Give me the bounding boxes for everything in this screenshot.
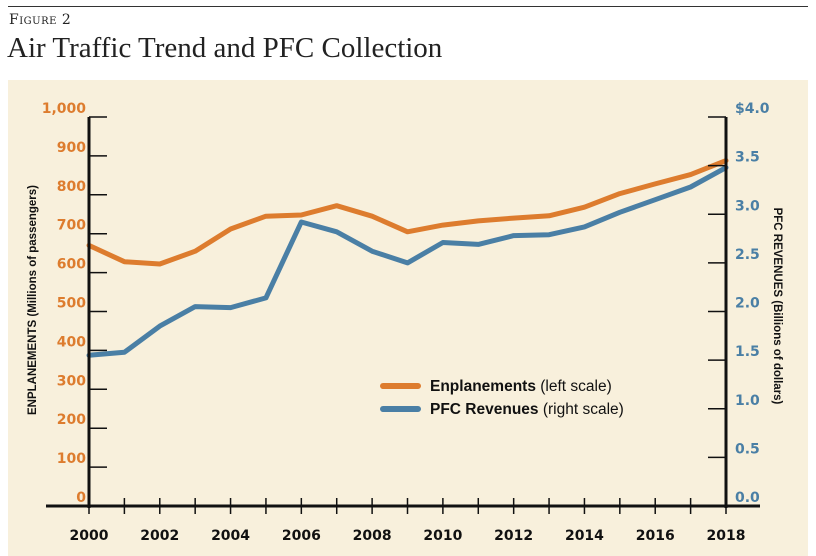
left-tick-label: 0 xyxy=(76,490,86,506)
figure-label: Figure 2 xyxy=(9,12,72,28)
left-tick-label: 700 xyxy=(57,218,86,234)
legend-series-note: (right scale) xyxy=(539,401,624,418)
right-tick-label: 1.0 xyxy=(735,393,760,409)
x-tick-label: 2002 xyxy=(140,528,179,544)
legend-label-pfc-revenues: PFC Revenues (right scale) xyxy=(430,401,624,418)
right-tick-label: 3.5 xyxy=(735,150,760,166)
x-tick-label: 2008 xyxy=(353,528,392,544)
x-tick-label: 2012 xyxy=(494,528,533,544)
legend-series-note: (left scale) xyxy=(536,378,612,395)
x-tick-label: 2016 xyxy=(636,528,675,544)
left-tick-label: 800 xyxy=(57,179,86,195)
right-tick-label: 0.5 xyxy=(735,441,760,457)
left-tick-label: 500 xyxy=(57,296,86,312)
left-tick-label: 100 xyxy=(57,451,86,467)
top-rule xyxy=(8,6,808,7)
left-tick-label: 900 xyxy=(57,140,86,156)
right-tick-label: 0.0 xyxy=(735,490,760,506)
x-tick-label: 2010 xyxy=(423,528,462,544)
series-line-pfc-revenues xyxy=(86,165,729,358)
x-tick-label: 2006 xyxy=(282,528,321,544)
right-tick-label: 2.5 xyxy=(735,247,760,263)
y-axis-left-title: ENPLANEMENTS (Millions of passengers) xyxy=(27,185,39,415)
left-tick-label: 300 xyxy=(57,373,86,389)
legend-label-enplanements: Enplanements (left scale) xyxy=(430,378,612,395)
right-tick-label: 1.5 xyxy=(735,344,760,360)
left-tick-label: 600 xyxy=(57,257,86,273)
left-tick-label: 400 xyxy=(57,334,86,350)
series-line-enplanements xyxy=(86,158,729,267)
right-tick-label: 3.0 xyxy=(735,198,760,214)
chart-panel xyxy=(8,80,808,556)
right-tick-label: $4.0 xyxy=(735,101,770,117)
chart-title: Air Traffic Trend and PFC Collection xyxy=(7,32,443,64)
left-tick-label: 200 xyxy=(57,412,86,428)
x-tick-label: 2000 xyxy=(70,528,109,544)
legend-series-name: PFC Revenues xyxy=(430,401,539,418)
right-tick-label: 2.0 xyxy=(735,296,760,312)
x-tick-label: 2018 xyxy=(707,528,746,544)
y-axis-right-title: PFC REVENUES (Billions of dollars) xyxy=(771,208,783,405)
x-tick-label: 2014 xyxy=(565,528,604,544)
x-tick-label: 2004 xyxy=(211,528,250,544)
legend-series-name: Enplanements xyxy=(430,378,536,395)
left-tick-label: 1,000 xyxy=(42,101,87,117)
